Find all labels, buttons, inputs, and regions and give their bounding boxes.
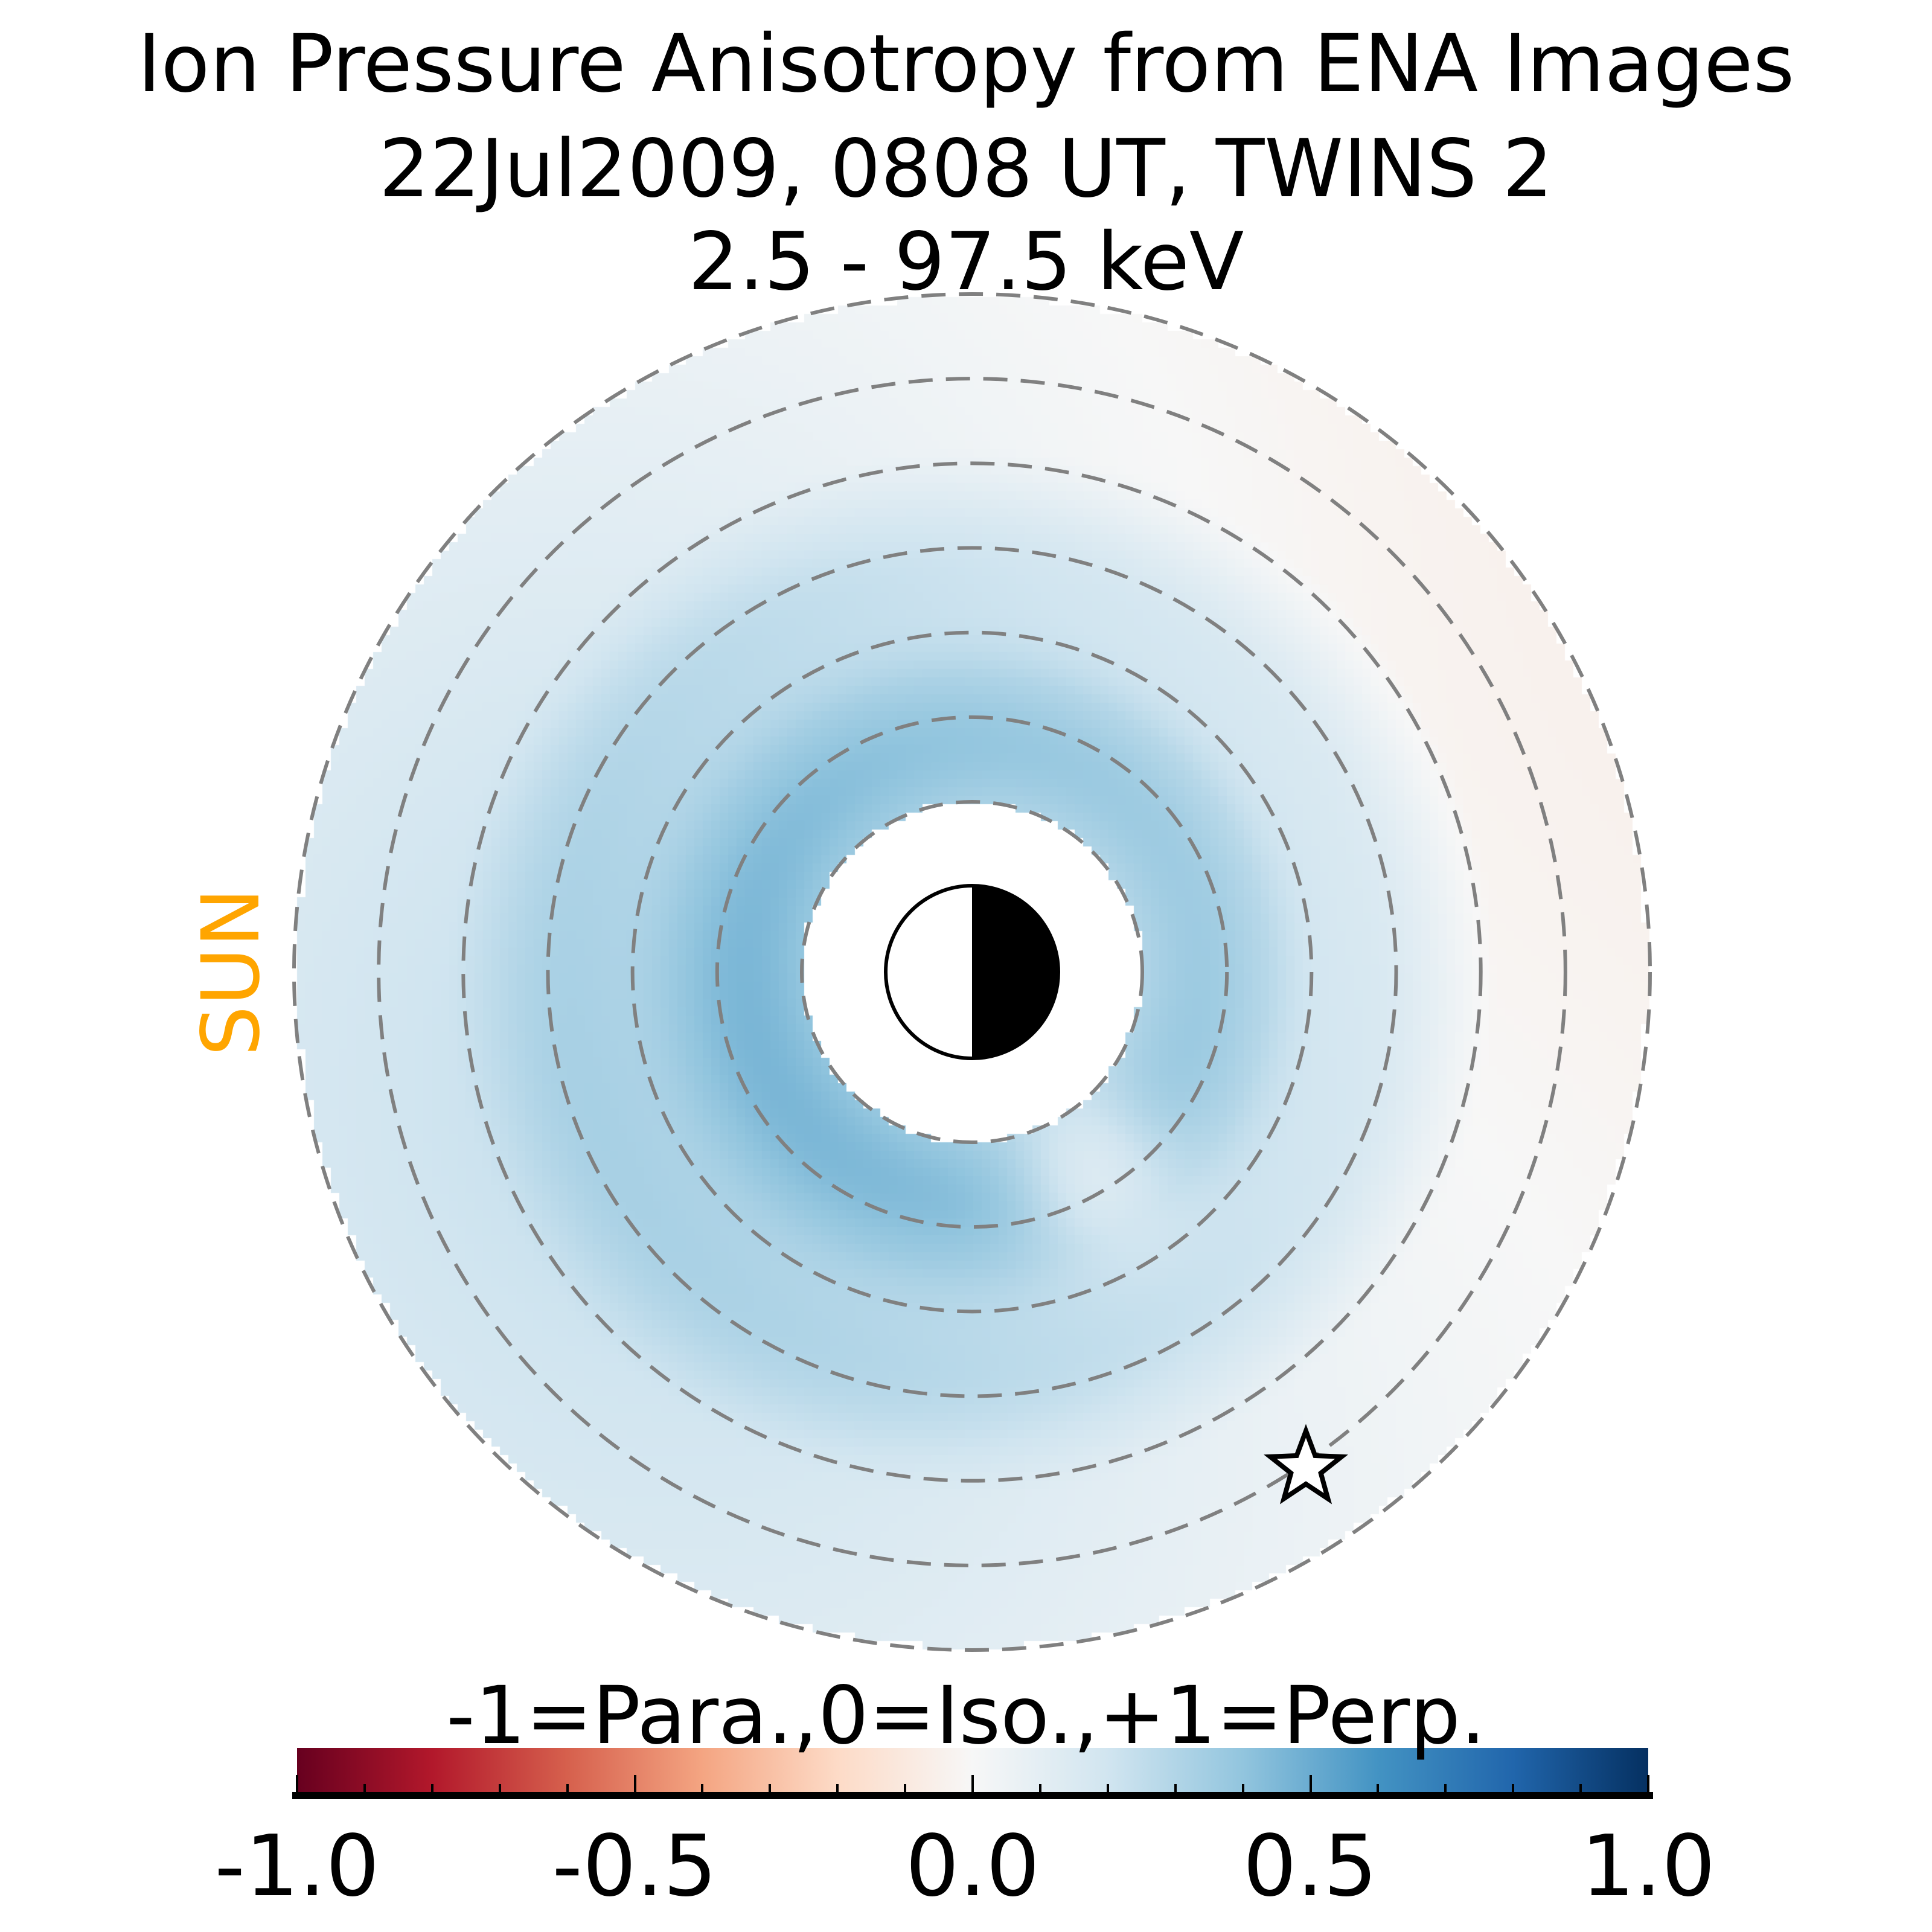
minor-tick <box>566 1784 569 1793</box>
minor-tick <box>1106 1784 1109 1793</box>
minor-tick <box>430 1784 433 1793</box>
major-tick <box>1647 1775 1649 1793</box>
minor-tick <box>363 1784 366 1793</box>
chart-subtitle-date: 22Jul2009, 0808 UT, TWINS 2 <box>379 123 1553 216</box>
minor-tick <box>904 1784 907 1793</box>
tick-label: -0.5 <box>552 1817 717 1916</box>
chart-subtitle-energy: 2.5 - 97.5 keV <box>688 216 1244 309</box>
tick-label: -1.0 <box>214 1817 380 1916</box>
minor-tick <box>1512 1784 1515 1793</box>
chart-title: Ion Pressure Anisotropy from ENA Images <box>137 18 1795 110</box>
minor-tick <box>1579 1784 1582 1793</box>
major-tick <box>296 1775 298 1793</box>
minor-tick <box>1241 1784 1244 1793</box>
minor-tick <box>1377 1784 1380 1793</box>
major-tick <box>971 1775 974 1793</box>
tick-label: 1.0 <box>1581 1817 1716 1916</box>
colorbar-axis <box>292 1792 1653 1799</box>
minor-tick <box>769 1784 772 1793</box>
minor-tick <box>498 1784 501 1793</box>
major-tick <box>1309 1775 1312 1793</box>
minor-tick <box>1444 1784 1447 1793</box>
tick-label: 0.5 <box>1243 1817 1378 1916</box>
colorbar-label: -1=Para.,0=Iso.,+1=Perp. <box>446 1669 1486 1762</box>
sun-direction-label: SUN <box>185 888 278 1057</box>
tick-label: 0.0 <box>905 1817 1040 1916</box>
minor-tick <box>1038 1784 1041 1793</box>
minor-tick <box>836 1784 839 1793</box>
major-tick <box>633 1775 636 1793</box>
minor-tick <box>1174 1784 1177 1793</box>
minor-tick <box>701 1784 704 1793</box>
